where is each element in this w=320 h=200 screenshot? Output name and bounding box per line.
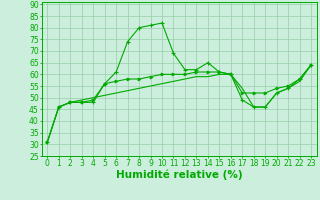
X-axis label: Humidité relative (%): Humidité relative (%) [116, 169, 243, 180]
